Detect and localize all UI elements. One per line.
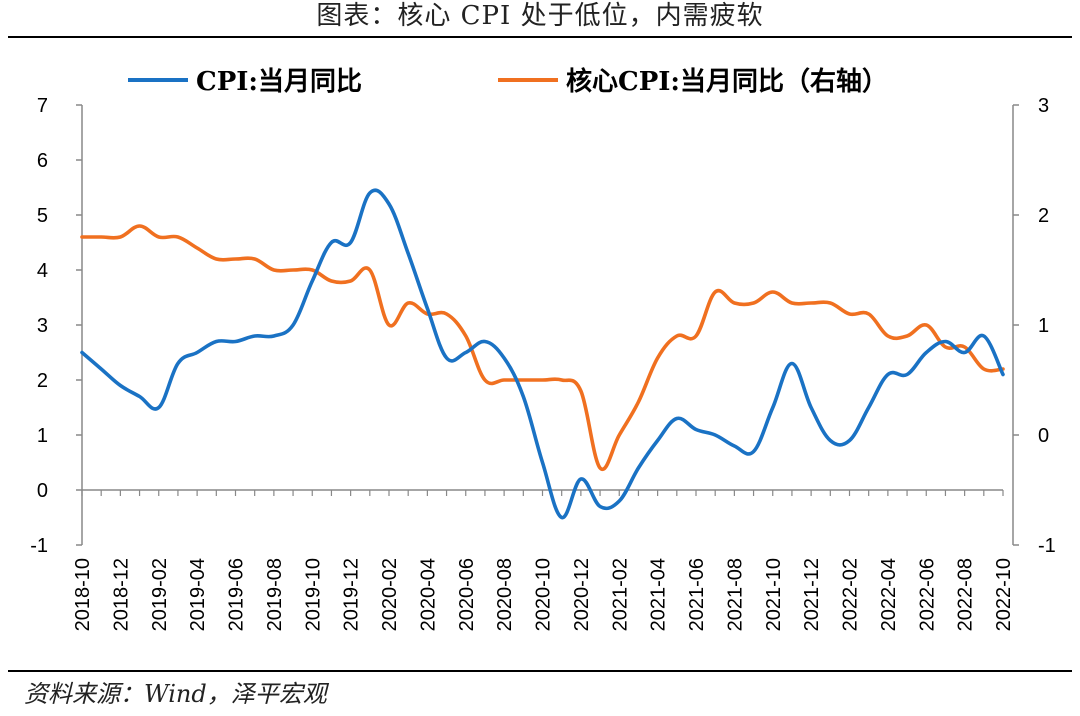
x-axis-tick-label: 2019-02	[149, 558, 171, 631]
x-axis-tick-label: 2020-12	[571, 558, 593, 631]
x-axis-tick-label: 2018-12	[110, 558, 132, 631]
left-axis-tick-label: 5	[37, 205, 48, 227]
left-axis-tick-label: 1	[37, 425, 48, 447]
x-axis-tick-label: 2019-12	[341, 558, 363, 631]
x-axis-tick-label: 2019-08	[264, 558, 286, 631]
cpi-series-line	[80, 188, 1005, 520]
legend-label: CPI:当月同比	[196, 67, 362, 97]
x-axis-tick-label: 2021-12	[801, 558, 823, 631]
source-note: 资料来源：Wind，泽平宏观	[24, 680, 327, 708]
x-axis-tick-label: 2020-08	[494, 558, 516, 631]
left-axis-tick-label: -1	[30, 535, 48, 557]
top-rule	[8, 36, 1072, 38]
legend-item-core-cpi: 核心CPI:当月同比（右轴）	[498, 66, 888, 97]
left-axis-tick-label: 2	[37, 370, 48, 392]
x-axis-tick-label: 2022-08	[955, 558, 977, 631]
x-axis-tick-label: 2021-04	[648, 558, 670, 631]
left-axis-tick-label: 4	[37, 260, 48, 282]
x-axis-tick-label: 2021-02	[609, 558, 631, 631]
left-axis-tick-label: 3	[37, 315, 48, 337]
right-axis-tick-label: 1	[1038, 315, 1049, 337]
x-axis-tick-label: 2019-10	[302, 558, 324, 631]
x-axis-tick-label: 2020-02	[379, 558, 401, 631]
x-axis-tick-label: 2022-06	[916, 558, 938, 631]
core-cpi-series-line	[80, 224, 1005, 472]
x-axis-tick-label: 2021-10	[763, 558, 785, 631]
legend-label: 核心CPI:当月同比（右轴）	[566, 66, 888, 97]
x-axis-tick-label: 2020-04	[417, 558, 439, 631]
right-axis-tick-label: 0	[1038, 425, 1049, 447]
x-axis-tick-label: 2019-06	[226, 558, 248, 631]
series-layer	[80, 188, 1005, 520]
right-axis-tick-label: 3	[1038, 95, 1049, 117]
bottom-rule	[8, 670, 1072, 672]
x-axis-tick-label: 2022-04	[878, 558, 900, 631]
left-axis-tick-label: 0	[37, 480, 48, 502]
legend-item-cpi: CPI:当月同比	[128, 67, 362, 97]
x-axis-tick-label: 2021-08	[724, 558, 746, 631]
legend: CPI:当月同比 核心CPI:当月同比（右轴）	[128, 66, 888, 97]
cpi-line-chart: -1 0 1 2 3 4 5 6 7 -1 0 1 2 3 2018-10 2018-12 2019-02 201…	[30, 66, 1056, 631]
left-axis-tick-label: 6	[37, 150, 48, 172]
right-axis-tick-label: 2	[1038, 205, 1049, 227]
axes-layer: -1 0 1 2 3 4 5 6 7 -1 0 1 2 3 2018-10 2018-12 2019-02 201…	[30, 95, 1056, 631]
left-axis-tick-label: 7	[37, 95, 48, 117]
x-axis-tick-label: 2022-10	[993, 558, 1015, 631]
x-axis-tick-label: 2020-06	[456, 558, 478, 631]
x-axis-tick-label: 2022-02	[840, 558, 862, 631]
x-axis-tick-label: 2021-06	[686, 558, 708, 631]
x-axis-tick-label: 2019-04	[187, 558, 209, 631]
x-axis-tick-label: 2018-10	[72, 558, 94, 631]
x-axis-tick-label: 2020-10	[533, 558, 555, 631]
right-axis-tick-label: -1	[1038, 535, 1056, 557]
chart-title: 图表：核心 CPI 处于低位，内需疲软	[316, 1, 764, 31]
